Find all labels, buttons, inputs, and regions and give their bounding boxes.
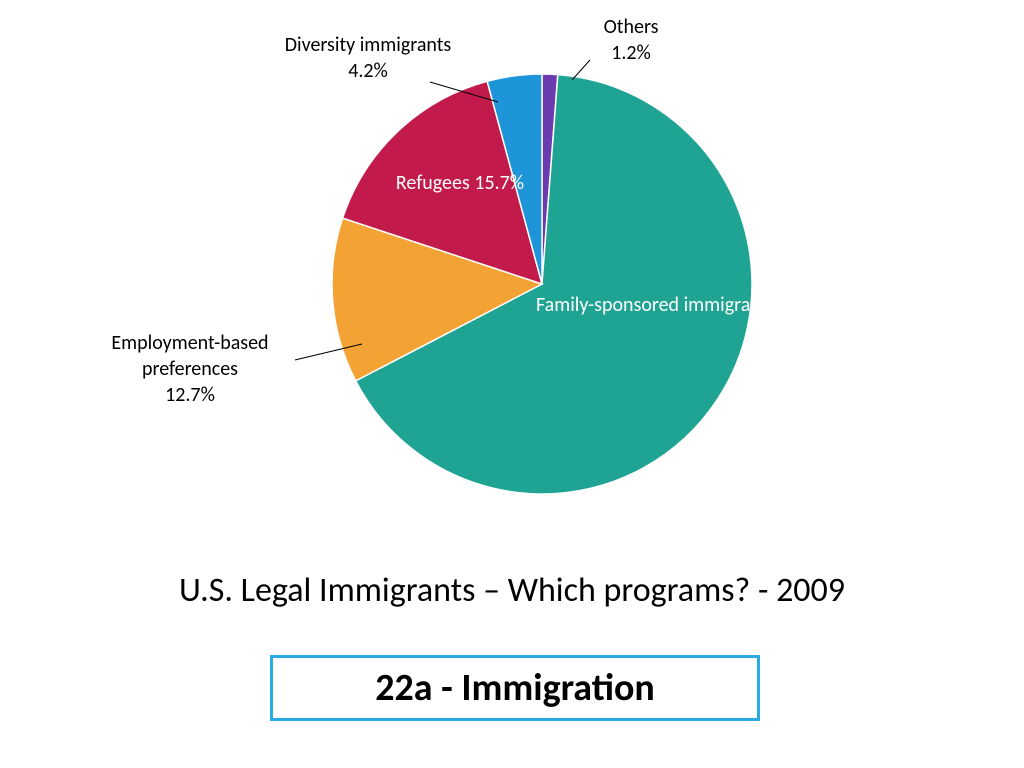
label-refugees: Refugees 15.7% — [390, 170, 530, 196]
label-diversity: Diversity immigrants 4.2% — [258, 32, 478, 84]
label-family-line3: 66.1% — [780, 293, 830, 317]
label-family-line2: immigrants — [684, 293, 776, 317]
caption-text: U.S. Legal Immigrants – Which programs? … — [0, 570, 1024, 611]
label-family: Family-sponsored immigrants 66.1% — [536, 292, 756, 318]
label-employment-line1: Employment-based — [80, 330, 300, 356]
label-family-line1: Family-sponsored — [536, 293, 679, 317]
topic-box-text: 22a - Immigration — [375, 665, 655, 711]
label-employment-line3: 12.7% — [80, 382, 300, 408]
label-diversity-line2: 4.2% — [258, 58, 478, 84]
label-diversity-line1: Diversity immigrants — [258, 32, 478, 58]
label-employment: Employment-based preferences 12.7% — [80, 330, 300, 408]
label-refugees-line2: 15.7% — [474, 171, 524, 195]
label-others: Others 1.2% — [586, 14, 676, 66]
label-employment-line2: preferences — [80, 356, 300, 382]
label-others-line2: 1.2% — [586, 40, 676, 66]
topic-box: 22a - Immigration — [270, 655, 760, 721]
label-refugees-line1: Refugees — [396, 171, 470, 195]
label-others-line1: Others — [586, 14, 676, 40]
slide: { "chart": { "type": "pie", "center_x": … — [0, 0, 1024, 768]
